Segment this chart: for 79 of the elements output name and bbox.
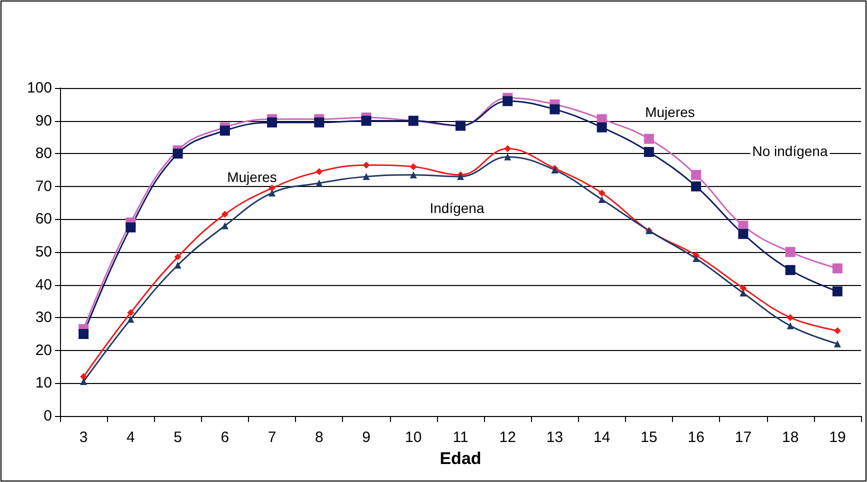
x-tick-label: 7 [268,429,276,446]
y-tick-label: 30 [35,309,52,326]
y-tick-label: 20 [35,342,52,359]
x-tick-label: 10 [405,429,422,446]
point [550,104,560,114]
point [80,373,88,380]
point [504,153,512,160]
point [786,314,794,322]
y-tick-label: 50 [35,244,52,260]
point [220,126,230,136]
y-tick-label: 0 [44,408,52,424]
y-tick-label: 40 [35,276,52,294]
point [598,196,606,204]
point [691,181,702,192]
annotation: No indígena [752,143,828,159]
point [410,163,417,170]
point [221,210,228,218]
y-tick-label: 10 [35,374,52,392]
point [740,290,747,296]
x-tick-label: 16 [688,429,704,446]
point [786,322,794,330]
y-tick-label: 70 [35,178,52,195]
y-tick-label: 100 [26,80,52,96]
point [174,253,182,260]
annotation: Mujeres [227,169,277,185]
x-tick-label: 13 [546,429,564,446]
point [316,168,323,176]
x-tick-label: 11 [452,429,468,446]
point [268,184,276,192]
point [504,145,512,152]
point [692,255,700,262]
point [172,148,183,159]
point [832,263,842,274]
point [502,96,513,106]
x-axis-title: Edad [440,449,482,468]
x-tick-label: 6 [220,429,230,446]
point [834,340,841,348]
point [126,222,136,232]
x-tick-label: 9 [362,429,370,446]
point [80,378,88,386]
point [127,316,134,323]
annotation: Mujeres [645,104,695,120]
point [127,309,134,316]
x-tick-label: 5 [174,429,182,446]
x-tick-label: 14 [594,429,610,446]
point [834,327,841,334]
point [316,180,323,187]
x-tick-label: 18 [782,429,799,446]
point [78,329,89,339]
annotation: Indígena [430,200,484,216]
point [410,171,417,178]
point [644,146,654,157]
x-tick-label: 8 [314,429,324,446]
x-tick-label: 19 [829,429,846,446]
x-tick-label: 12 [499,429,516,446]
point [267,117,278,128]
point [738,228,748,239]
point [314,117,324,128]
point [644,134,654,144]
point [362,162,370,169]
point [362,173,370,180]
point [174,262,182,269]
point [361,116,372,126]
point [740,284,747,292]
x-tick-label: 4 [126,429,135,446]
x-tick-label: 17 [734,429,752,446]
point [268,189,276,196]
y-tick-label: 90 [35,112,52,130]
y-tick-label: 60 [35,210,52,228]
point [596,122,607,132]
point [691,170,702,180]
point [221,222,228,230]
point [832,286,842,296]
point [785,265,796,276]
x-tick-label: 15 [640,429,658,446]
point [785,247,796,257]
x-tick-label: 3 [79,429,88,446]
point [598,189,606,196]
y-tick-label: 80 [35,145,52,162]
